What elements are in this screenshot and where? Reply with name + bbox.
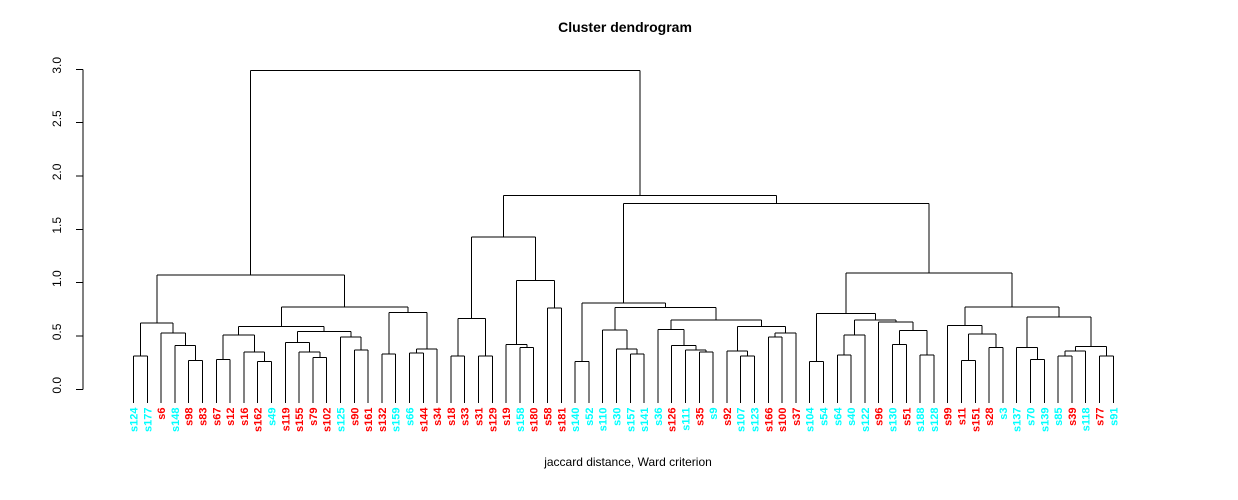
leaf-label: s77 — [1095, 408, 1107, 426]
leaf-label: s90 — [349, 408, 361, 426]
leaf-label: s70 — [1026, 408, 1038, 426]
leaf-label: s137 — [1012, 407, 1024, 431]
leaf-label: s155 — [294, 408, 306, 432]
leaf-label: s111 — [681, 408, 693, 431]
leaf-label: s122 — [860, 408, 872, 432]
leaf-label: s102 — [322, 408, 334, 432]
y-tick-label: 2.5 — [50, 110, 64, 127]
leaf-label: s181 — [556, 408, 568, 432]
leaf-label: s64 — [832, 407, 844, 426]
leaf-label: s51 — [901, 408, 913, 426]
leaf-label: s12 — [225, 408, 237, 426]
leaf-label: s36 — [653, 408, 665, 426]
y-tick-label: 2.0 — [50, 163, 64, 180]
leaf-label: s18 — [446, 408, 458, 426]
leaf-label: s85 — [1053, 408, 1065, 426]
leaf-label: s66 — [405, 408, 417, 426]
y-tick-label: 1.5 — [50, 217, 64, 234]
chart-title: Cluster dendrogram — [558, 19, 692, 35]
leaf-label: s123 — [750, 408, 762, 432]
leaf-label: s31 — [474, 408, 486, 426]
y-axis: 0.0 0.5 1.0 1.5 2.0 2.5 3.0 — [50, 57, 84, 394]
leaf-label: s130 — [888, 408, 900, 432]
leaf-label: s157 — [625, 408, 637, 432]
leaf-label: s34 — [432, 407, 444, 426]
leaf-label: s6 — [156, 408, 168, 420]
leaf-label: s3 — [998, 408, 1010, 420]
leaf-label: s119 — [280, 408, 292, 432]
leaf-label: s107 — [736, 408, 748, 432]
leaf-label: s92 — [722, 408, 734, 426]
leaf-label: s162 — [253, 408, 265, 432]
leaf-label: s125 — [336, 408, 348, 432]
leaf-label: s33 — [460, 408, 472, 426]
leaf-label: s96 — [874, 408, 886, 426]
leaf-label: s99 — [943, 408, 955, 426]
leaf-label: s139 — [1039, 408, 1051, 432]
y-tick-label: 1.0 — [50, 270, 64, 287]
leaf-label: s177 — [142, 408, 154, 432]
leaf-label: s28 — [984, 408, 996, 426]
leaf-label: s180 — [529, 408, 541, 432]
leaf-label: s144 — [418, 407, 430, 432]
leaf-label: s126 — [667, 408, 679, 432]
leaf-label: s54 — [819, 407, 831, 426]
leaf-label: s148 — [170, 408, 182, 432]
leaf-label: s104 — [805, 407, 817, 432]
leaf-label: s118 — [1081, 408, 1093, 432]
leaf-label: s98 — [184, 408, 196, 426]
leaf-labels: s124 s177 s6 s148 s98 s83 s67 s12 s16 s162 s49 s119… — [129, 407, 1121, 432]
leaf-label: s79 — [308, 408, 320, 426]
leaf-label: s128 — [929, 408, 941, 432]
leaf-label: s159 — [391, 408, 403, 432]
leaf-label: s110 — [598, 408, 610, 432]
leaf-label: s9 — [708, 408, 720, 420]
dendrogram-tree — [133, 69, 1114, 403]
leaf-label: s124 — [129, 407, 141, 432]
leaf-label: s58 — [543, 408, 555, 426]
y-tick-label: 0.0 — [50, 377, 64, 394]
leaf-label: s37 — [791, 408, 803, 426]
leaf-label: s39 — [1067, 408, 1079, 426]
leaf-label: s35 — [694, 408, 706, 426]
leaf-label: s16 — [239, 408, 251, 426]
leaf-label: s49 — [267, 408, 279, 426]
leaf-label: s188 — [915, 408, 927, 432]
leaf-label: s67 — [211, 408, 223, 426]
leaf-label: s166 — [763, 408, 775, 432]
leaf-label: s100 — [777, 408, 789, 432]
leaf-label: s83 — [198, 408, 210, 426]
leaf-label: s30 — [612, 408, 624, 426]
leaf-label: s140 — [570, 408, 582, 432]
leaf-label: s151 — [970, 408, 982, 432]
y-tick-label: 0.5 — [50, 323, 64, 340]
leaf-label: s91 — [1108, 408, 1120, 426]
y-tick-label: 3.0 — [50, 57, 64, 74]
chart-subtitle: jaccard distance, Ward criterion — [543, 455, 712, 469]
leaf-label: s161 — [363, 408, 375, 432]
leaf-label: s132 — [377, 408, 389, 432]
leaf-label: s158 — [515, 408, 527, 432]
leaf-label: s52 — [584, 408, 596, 426]
leaf-label: s40 — [846, 408, 858, 426]
leaf-label: s19 — [501, 407, 513, 425]
leaf-label: s11 — [957, 408, 969, 426]
leaf-label: s129 — [487, 408, 499, 432]
leaf-label: s141 — [639, 408, 651, 432]
